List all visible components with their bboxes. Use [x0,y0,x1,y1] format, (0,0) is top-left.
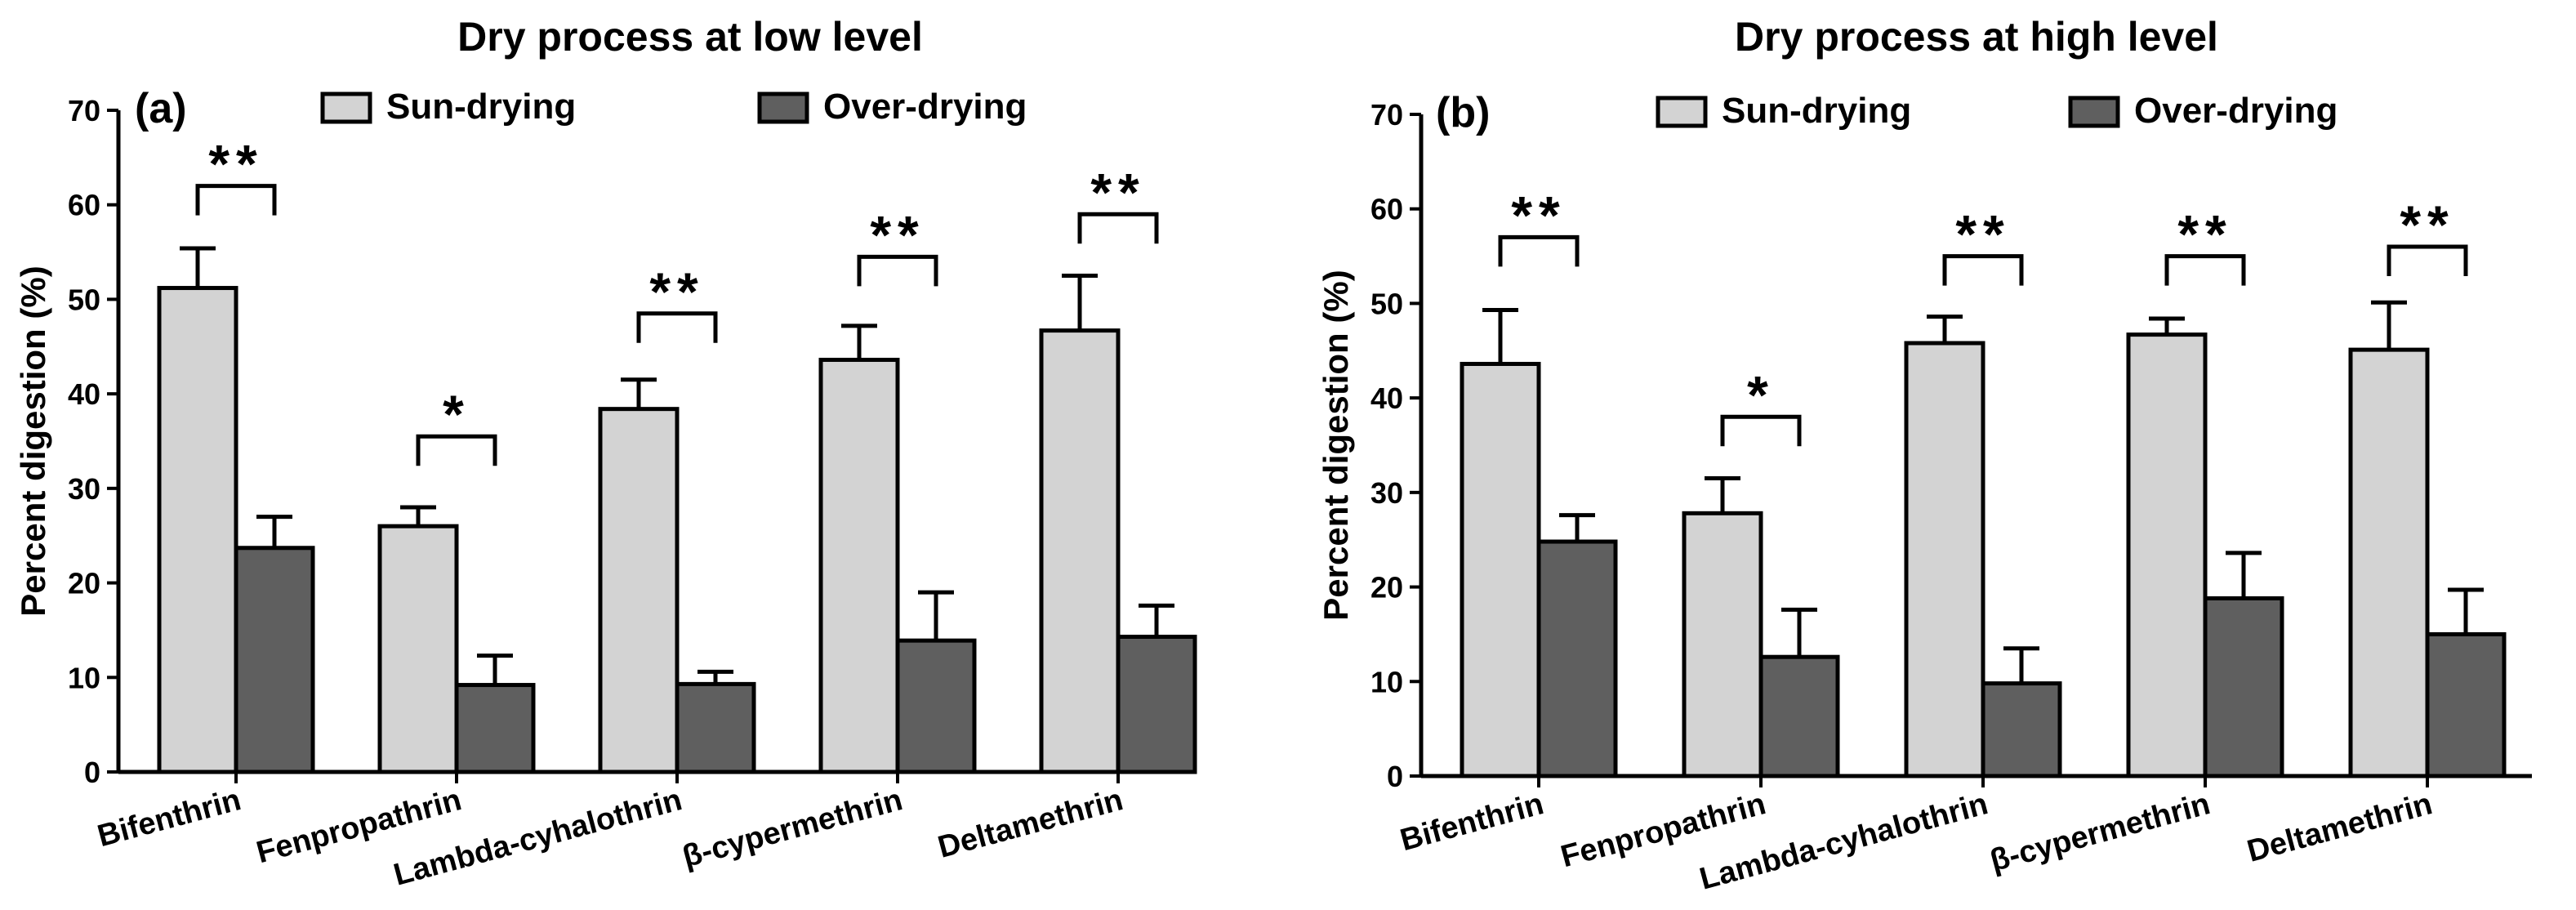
bar-sun-drying [1460,361,1541,778]
y-tick-label: 10 [1370,665,1403,698]
significance-bracket [195,184,277,216]
y-tick-label: 10 [68,661,100,694]
legend-label: Sun-drying [386,87,576,127]
significance-label: ** [1511,185,1566,245]
bar-sun-drying [377,524,459,774]
significance-bracket [1077,212,1159,244]
bar-sun-drying [2348,347,2430,778]
bar-sun-drying [598,407,680,774]
chart-panel-a: Dry process at low level (a) Percent diges… [14,14,1197,893]
y-tick-label: 20 [68,567,100,600]
y-tick-label: 0 [84,756,100,789]
bar-sun-drying [818,357,900,774]
y-tick-label: 40 [1370,381,1403,415]
x-tick-label: β-cypermethrin [1986,787,2213,878]
legend-swatch [1656,96,1708,128]
bar-sun-drying [1039,328,1121,774]
y-tick-label: 30 [1370,476,1403,510]
bar-sun-drying [157,286,238,774]
bar-over-drying [675,681,756,774]
significance-bracket [1942,254,2024,286]
bar-over-drying [2203,596,2284,778]
significance-bracket [2164,254,2246,286]
significance-label: ** [2400,194,2454,255]
y-tick-label: 60 [68,189,100,222]
bar-over-drying [1536,539,1618,778]
significance-bracket [416,434,497,466]
bar-over-drying [1116,635,1197,774]
bar-over-drying [895,638,977,774]
chart-title: Dry process at low level [457,14,923,60]
y-axis-label: Percent digestion (%) [14,265,52,616]
y-tick-label: 70 [1370,98,1403,132]
panel-label: (a) [135,85,187,132]
bar-over-drying [234,546,315,774]
x-tick-label: Deltamethrin [934,783,1126,865]
x-tick-label: Bifenthrin [1397,787,1547,858]
significance-bracket [857,254,938,287]
significance-label: ** [870,204,925,265]
significance-label: * [443,384,470,444]
legend-swatch [2068,96,2120,128]
chart-panel-b: Dry process at high level (b) Percent dige… [1317,14,2532,897]
bar-sun-drying [1682,511,1763,778]
legend-label: Over-drying [823,87,1027,127]
y-tick-label: 60 [1370,193,1403,226]
legend-swatch [320,91,372,124]
legend-label: Sun-drying [1722,91,1911,131]
chart-title: Dry process at high level [1735,14,2218,60]
significance-label: ** [2177,204,2232,265]
y-tick-label: 40 [68,377,100,411]
bar-sun-drying [1904,341,1985,778]
legend-label: Over-drying [2134,91,2338,131]
bar-sun-drying [2126,332,2208,778]
bar-over-drying [1758,654,1840,778]
y-tick-label: 50 [1370,287,1403,320]
significance-label: * [1747,364,1775,425]
significance-bracket [636,311,718,343]
x-tick-label: β-cypermethrin [679,783,906,874]
significance-bracket [1498,234,1580,267]
bar-over-drying [2425,631,2507,778]
significance-label: ** [1955,204,2010,265]
y-tick-label: 20 [1370,571,1403,604]
y-tick-label: 70 [68,94,100,127]
legend-swatch [757,91,809,124]
y-axis-label: Percent digestion (%) [1317,270,1355,620]
x-tick-label: Deltamethrin [2244,787,2436,869]
bar-over-drying [454,683,536,774]
panel-label: (b) [1436,89,1490,136]
bar-over-drying [1981,681,2062,778]
significance-bracket [2387,244,2468,276]
x-tick-label: Bifenthrin [94,783,244,854]
y-tick-label: 0 [1387,760,1403,793]
significance-label: ** [208,134,263,194]
y-tick-label: 30 [68,472,100,506]
significance-label: ** [649,261,704,322]
significance-bracket [1720,414,1802,447]
significance-label: ** [1090,162,1145,222]
y-tick-label: 50 [68,283,100,316]
